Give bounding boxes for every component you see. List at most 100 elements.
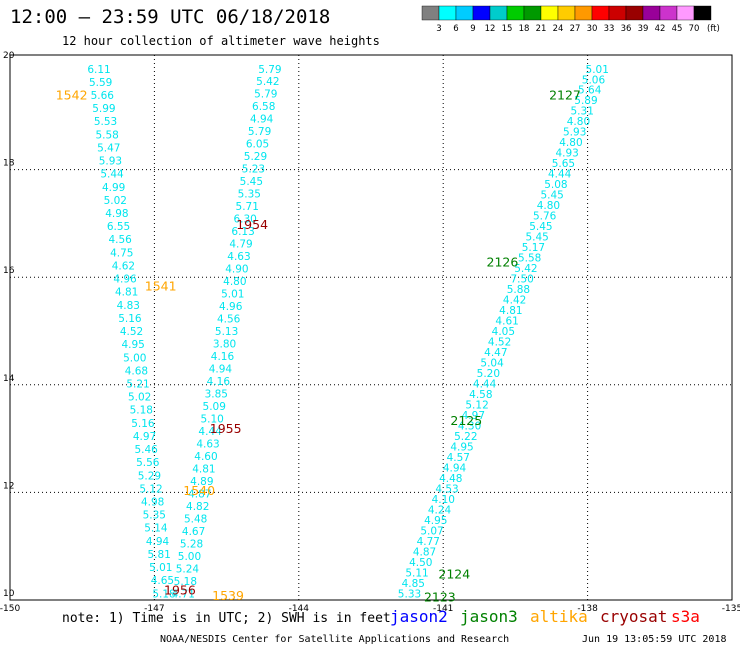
map-subtitle: 12 hour collection of altimeter wave hei… [62,34,380,48]
x-tick-label: -138 [577,604,598,614]
wave-height-label: 4.81 [499,305,522,317]
wave-height-label: 5.45 [240,176,263,188]
colorbar-label: 12 [485,24,496,34]
wave-height-label: 5.12 [139,483,162,495]
wave-height-label: 4.50 [409,557,432,569]
wave-height-label: 4.80 [567,116,590,128]
wave-height-label: 6.30 [233,214,256,226]
wave-height-label: 5.44 [100,169,124,181]
pass-label-jason3: 2124 [438,566,470,581]
wave-height-label: 5.58 [95,129,118,141]
wave-height-label: 5.18 [152,588,175,600]
wave-height-label: 4.05 [492,326,515,338]
pass-label-altika: 1540 [183,483,215,498]
track-C: 5.015.065.645.895.314.805.934.804.935.65… [398,64,609,601]
pass-label-jason3: 2125 [450,413,482,428]
wave-height-label: 4.48 [439,473,462,485]
wave-height-label: 4.93 [555,148,578,160]
map-frame [9,54,733,601]
wave-height-label: 5.42 [256,76,279,88]
colorbar-label: 15 [502,24,513,34]
wave-height-label: 5.18 [174,576,197,588]
wave-height-label: 4.80 [223,276,246,288]
wave-height-label: 5.11 [405,567,428,579]
wave-height-label: 4.79 [229,239,252,251]
wave-height-label: 5.48 [184,513,207,525]
wave-height-label: 5.00 [123,352,146,364]
colorbar-label: 27 [570,24,581,34]
wave-height-label: 5.02 [128,392,151,404]
wave-height-label: 5.35 [143,510,166,522]
wave-height-label: 5.79 [258,64,281,76]
colorbar-swatch [557,5,576,21]
wave-height-label: 5.71 [236,201,259,213]
wave-height-label: 4.80 [537,200,560,212]
wave-height-label: 5.06 [582,74,606,86]
legend-s3a: s3a [671,607,700,626]
y-tick-label: 14 [3,374,15,384]
colorbar-swatch [489,5,508,21]
wave-height-label: 4.56 [108,234,132,246]
wave-height-label: 5.93 [563,127,586,139]
wave-height-label: 6.55 [107,221,130,233]
wave-height-label: 5.47 [97,142,120,154]
map-title: 12:00 – 23:59 UTC 06/18/2018 [10,6,331,28]
wave-height-label: 4.30 [458,420,481,432]
colorbar-swatch [676,5,695,21]
pass-label-jason3: 2126 [487,254,519,269]
wave-height-label: 4.71 [172,588,195,600]
wave-height-label: 5.09 [203,401,226,413]
wave-height-label: 5.10 [200,413,223,425]
wave-height-label: 4.65 [151,575,174,587]
wave-height-label: 5.89 [574,95,597,107]
colorbar-swatch [693,5,712,21]
wave-height-label: 5.65 [552,158,575,170]
wave-height-label: 4.94 [146,536,170,548]
wave-height-label: 5.35 [238,189,261,201]
wave-height-label: 4.68 [125,365,148,377]
wave-height-label: 6.58 [252,101,275,113]
colorbar-swatch [659,5,678,21]
track-B: 5.795.425.796.584.945.796.055.295.235.45… [172,64,282,601]
wave-height-label: 4.96 [113,274,137,286]
pass-label-cryosat: 1954 [236,217,268,232]
wave-height-label: 5.99 [92,103,115,115]
wave-height-label: 4.16 [207,376,231,388]
wave-height-label: 4.83 [117,300,140,312]
colorbar-label: 45 [672,24,683,34]
wave-height-label: 5.29 [244,151,267,163]
wave-height-label: 5.28 [180,538,203,550]
wave-height-label: 6.05 [246,139,269,151]
wave-height-label: 4.16 [211,351,235,363]
wave-height-label: 5.20 [477,368,500,380]
pass-label-jason3: 2123 [424,590,456,605]
wave-height-label: 4.94 [209,364,233,376]
wave-height-label: 4.87 [413,546,436,558]
wave-height-label: 5.66 [91,90,115,102]
wave-height-label: 5.46 [134,444,158,456]
wave-height-label: 5.07 [420,525,443,537]
wave-height-label: 4.99 [102,182,125,194]
x-tick-label: -141 [433,604,453,614]
pass-label-cryosat: 1956 [164,583,196,598]
colorbar-swatch [455,5,474,21]
wave-height-label: 6.13 [231,226,254,238]
colorbar-swatch [608,5,627,21]
y-tick-label: 10 [3,589,15,599]
wave-height-label: 5.31 [571,106,594,118]
wave-height-label: 5.53 [94,116,117,128]
wave-height-label: 4.77 [417,536,440,548]
wave-height-label: 6.11 [87,64,110,76]
colorbar-label: 36 [621,24,632,34]
legend-altika: altika [530,607,588,626]
wave-height-label: 4.87 [188,488,211,500]
wave-height-label: 4.96 [219,301,243,313]
credit-line: NOAA/NESDIS Center for Satellite Applica… [160,634,510,645]
colorbar-label: 6 [453,24,458,34]
wave-height-label: 5.16 [118,313,142,325]
wave-height-label: 5.45 [529,221,552,233]
x-tick-label: -147 [144,604,164,614]
wave-height-label: 4.24 [428,504,452,516]
colorbar-swatch [523,5,542,21]
colorbar-label: 39 [638,24,649,34]
